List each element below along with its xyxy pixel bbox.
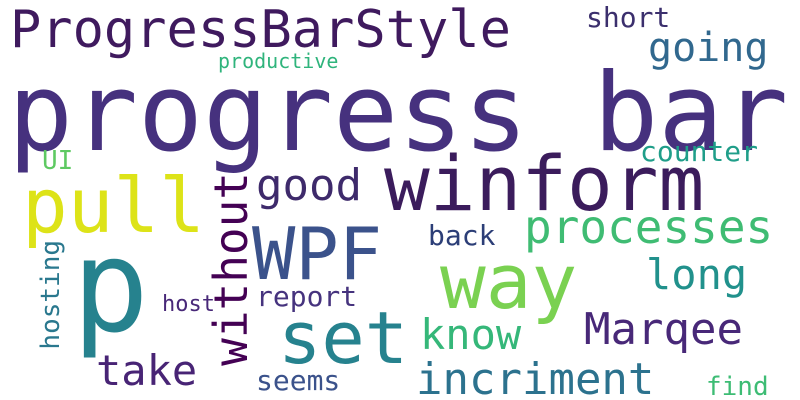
word-find: find	[706, 372, 769, 400]
word-pull: pull	[22, 161, 206, 250]
word-know: know	[420, 310, 522, 359]
word-long: long	[646, 250, 748, 299]
word-progress-bar: progress bar	[8, 51, 789, 176]
word-wpf: WPF	[252, 212, 383, 296]
word-report: report	[256, 280, 358, 313]
word-without: without	[204, 172, 258, 366]
word-hosting: hosting	[36, 240, 66, 350]
word-counter: counter	[640, 135, 759, 168]
word-p: p	[72, 213, 150, 362]
word-take: take	[96, 346, 198, 395]
word-set: set	[278, 296, 409, 380]
word-incriment: incriment	[416, 354, 655, 400]
word-ui: UI	[42, 146, 74, 176]
word-winform: winform	[384, 139, 705, 228]
word-back: back	[428, 219, 496, 252]
word-short: short	[586, 1, 671, 34]
word-progressbarstyle: ProgressBarStyle	[10, 0, 511, 60]
word-processes: processes	[524, 200, 774, 254]
word-host: host	[162, 292, 215, 317]
word-marqee: Marqee	[584, 304, 743, 355]
word-productive: productive	[218, 49, 339, 73]
word-good: good	[256, 160, 362, 211]
word-going: going	[648, 25, 769, 71]
word-way: way	[440, 237, 578, 326]
word-seems: seems	[256, 364, 341, 397]
